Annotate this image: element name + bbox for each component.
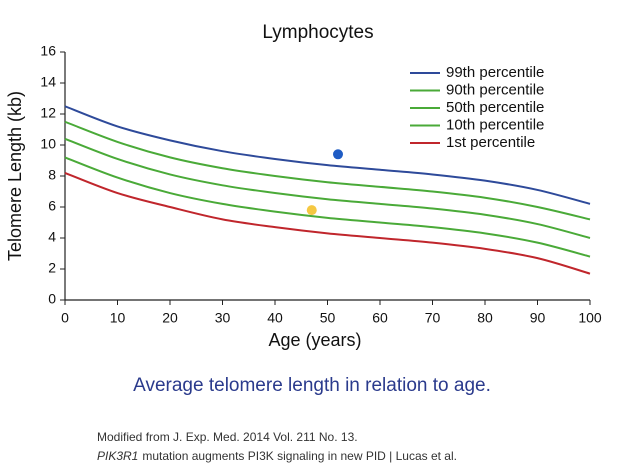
legend-label: 90th percentile: [446, 81, 544, 98]
x-tick-label: 40: [267, 310, 283, 326]
legend-label: 99th percentile: [446, 64, 544, 81]
y-tick-label: 14: [40, 74, 56, 90]
y-tick-label: 10: [40, 136, 56, 152]
x-tick-label: 20: [162, 310, 178, 326]
line: [64, 105, 591, 205]
x-tick-label: 30: [215, 310, 231, 326]
note: Modified from J. Exp. Med. 2014 Vol. 211…: [97, 430, 358, 444]
y-tick-label: 8: [48, 167, 56, 183]
note: PIK3R1 mutation augments PI3K signaling i…: [97, 449, 457, 463]
note-italic: PIK3R1: [97, 449, 138, 463]
x-tick-label: 70: [425, 310, 441, 326]
x-tick-label: 60: [372, 310, 388, 326]
legend-label: 1st percentile: [446, 134, 535, 151]
data-point: [306, 205, 317, 216]
x-tick-label: 90: [530, 310, 546, 326]
y-tick-label: 6: [48, 198, 56, 214]
x-tick-label: 0: [61, 310, 69, 326]
note-text: mutation augments PI3K signaling in new …: [142, 449, 457, 463]
x-tick-label: 100: [578, 310, 602, 326]
line: [64, 171, 591, 275]
y-tick-label: 4: [48, 229, 56, 245]
legend-label: 10th percentile: [446, 116, 544, 133]
y-tick-label: 2: [48, 260, 56, 276]
legend-label: 50th percentile: [446, 99, 544, 116]
y-axis-title: Telomere Length (kb): [5, 91, 25, 261]
x-tick-label: 10: [110, 310, 126, 326]
line: [64, 120, 591, 221]
x-tick-label: 80: [477, 310, 493, 326]
x-tick-label: 50: [320, 310, 336, 326]
y-tick-label: 16: [40, 43, 56, 59]
y-tick-label: 0: [48, 291, 56, 307]
data-point: [333, 149, 343, 160]
caption: Average telomere length in relation to a…: [133, 375, 491, 396]
line: [64, 137, 591, 239]
chart-title: Lymphocytes: [262, 22, 373, 43]
line: [64, 156, 591, 258]
x-axis-title: Age (years): [268, 330, 361, 350]
y-tick-label: 12: [40, 105, 56, 121]
